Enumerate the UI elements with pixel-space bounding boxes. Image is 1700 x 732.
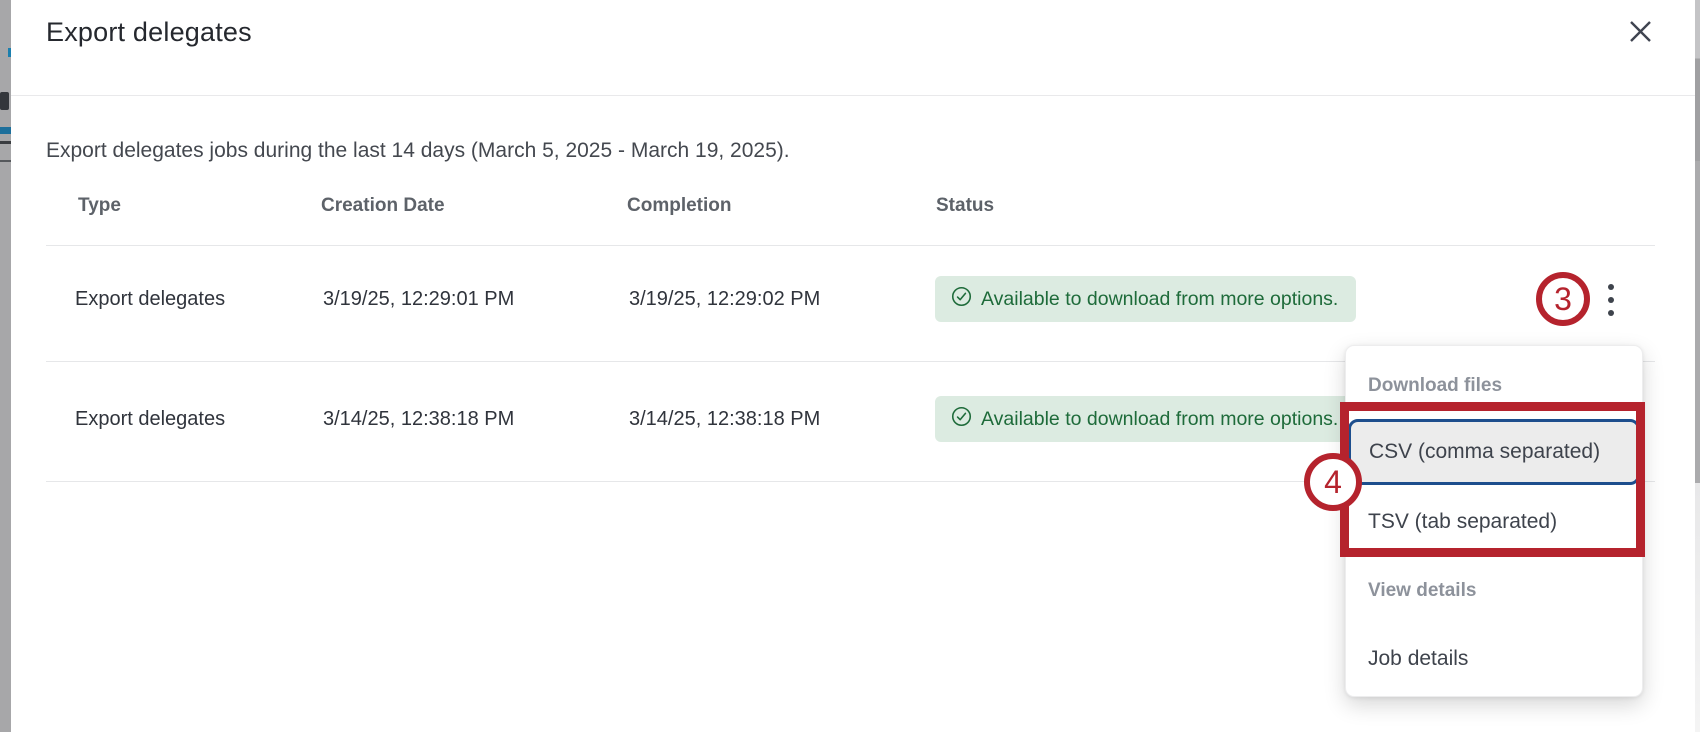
row1-type-cell: Export delegates <box>75 288 226 310</box>
background-page-left-sliver <box>0 0 12 732</box>
background-page-right-sliver <box>1695 0 1700 732</box>
kebab-icon <box>1608 284 1614 290</box>
table-divider <box>46 481 1655 482</box>
background-fragment <box>0 92 9 110</box>
table-divider <box>46 361 1655 362</box>
modal-subtitle: Export delegates jobs during the last 14… <box>46 139 790 162</box>
menu-item-csv-label: CSV (comma separated) <box>1369 440 1601 463</box>
row2-status-badge: Available to download from more options. <box>935 396 1357 442</box>
close-button[interactable] <box>1624 15 1656 47</box>
row2-type-cell: Export delegates <box>75 408 226 430</box>
row1-status-text: Available to download from more options. <box>981 287 1339 310</box>
check-circle-icon <box>951 286 972 313</box>
kebab-icon <box>1608 310 1614 316</box>
menu-item-csv[interactable]: CSV (comma separated) <box>1348 419 1640 485</box>
menu-item-job-details[interactable]: Job details <box>1348 644 1640 674</box>
background-fragment <box>0 127 11 134</box>
menu-item-job-details-label: Job details <box>1368 647 1469 670</box>
row1-completion-cell: 3/19/25, 12:29:02 PM <box>629 288 821 310</box>
column-header-status: Status <box>936 195 995 216</box>
close-icon <box>1629 20 1652 43</box>
row2-completion-cell: 3/14/25, 12:38:18 PM <box>629 408 821 430</box>
menu-item-tsv[interactable]: TSV (tab separated) <box>1348 496 1640 548</box>
check-circle-icon <box>951 406 972 433</box>
column-header-type: Type <box>78 195 121 216</box>
menu-section-view-details: View details <box>1368 580 1477 601</box>
menu-item-tsv-label: TSV (tab separated) <box>1368 510 1558 533</box>
background-fragment <box>0 141 11 144</box>
background-fragment <box>8 48 12 57</box>
menu-section-download-files: Download files <box>1368 375 1503 396</box>
row1-status-badge: Available to download from more options. <box>935 276 1357 322</box>
row2-status-text: Available to download from more options. <box>981 407 1339 430</box>
row1-creation-date-cell: 3/19/25, 12:29:01 PM <box>323 288 515 310</box>
modal-header-divider <box>11 95 1695 96</box>
kebab-icon <box>1608 297 1614 303</box>
column-header-completion: Completion <box>627 195 732 216</box>
background-fragment <box>0 160 11 162</box>
row1-more-options-button[interactable] <box>1593 276 1629 324</box>
export-delegates-modal: Export delegates Export delegates jobs d… <box>11 0 1695 732</box>
table-divider <box>46 245 1655 246</box>
row2-creation-date-cell: 3/14/25, 12:38:18 PM <box>323 408 515 430</box>
step-3-annotation-circle: 3 <box>1536 272 1590 326</box>
modal-title: Export delegates <box>46 17 252 47</box>
more-options-dropdown-menu: Download files CSV (comma separated) TSV… <box>1345 345 1643 697</box>
column-header-creation-date: Creation Date <box>321 195 445 216</box>
